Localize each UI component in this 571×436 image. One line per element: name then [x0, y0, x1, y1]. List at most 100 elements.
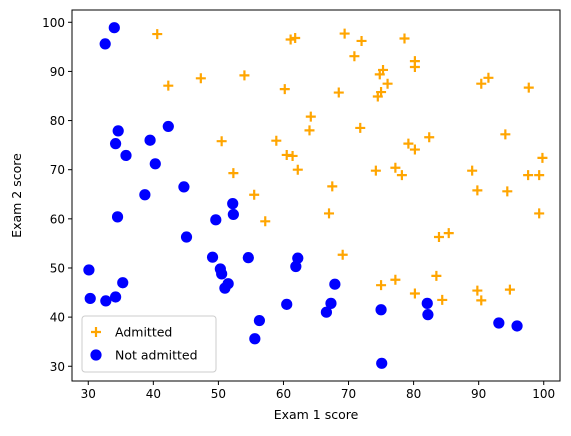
- admitted-point: [339, 28, 350, 39]
- x-tick-label: 40: [146, 387, 161, 401]
- not-admitted-point: [99, 38, 111, 50]
- not-admitted-point: [139, 189, 151, 201]
- series-not-admitted: [83, 22, 523, 369]
- legend-label: Not admitted: [115, 348, 198, 363]
- admitted-point: [390, 274, 401, 285]
- not-admitted-point: [206, 251, 219, 263]
- plot-marks: [83, 22, 548, 369]
- admitted-point: [349, 51, 360, 62]
- not-admitted-point: [422, 309, 434, 321]
- admitted-point: [409, 144, 420, 155]
- admitted-point: [467, 165, 478, 176]
- admitted-point: [287, 150, 298, 161]
- admitted-point: [249, 189, 260, 200]
- not-admitted-point: [84, 292, 96, 305]
- y-tick-label: 50: [50, 261, 65, 275]
- admitted-point: [399, 33, 410, 44]
- not-admitted-point: [376, 357, 388, 369]
- y-axis-label: Exam 2 score: [9, 153, 24, 238]
- not-admitted-point: [109, 138, 122, 150]
- admitted-point: [163, 80, 174, 91]
- legend-label: Admitted: [115, 325, 172, 340]
- y-tick-label: 30: [50, 360, 65, 374]
- not-admitted-point: [290, 260, 302, 273]
- admitted-point: [534, 208, 545, 219]
- x-tick-label: 90: [471, 387, 486, 401]
- admitted-point: [472, 185, 483, 196]
- admitted-point: [523, 82, 534, 93]
- admitted-point: [500, 129, 511, 140]
- not-admitted-point: [320, 306, 333, 318]
- x-tick-label: 60: [276, 387, 291, 401]
- not-admitted-point: [227, 198, 239, 210]
- not-admitted-point: [117, 277, 129, 289]
- not-admitted-point: [120, 149, 132, 162]
- admitted-point: [390, 162, 401, 173]
- not-admitted-point: [375, 304, 387, 316]
- admitted-point: [431, 270, 442, 281]
- y-tick-label: 70: [50, 163, 65, 177]
- y-tick-label: 100: [42, 16, 65, 30]
- y-axis-ticks: 30 40 50 60 70 80 90 100: [42, 16, 72, 374]
- admitted-point: [337, 249, 348, 260]
- not-admitted-point: [178, 181, 190, 193]
- admitted-point: [324, 208, 335, 219]
- admitted-point: [523, 170, 534, 181]
- not-admitted-point: [227, 208, 239, 221]
- admitted-point: [483, 72, 494, 83]
- not-admitted-point: [109, 291, 122, 303]
- admitted-point: [534, 170, 545, 181]
- not-admitted-point: [111, 211, 124, 223]
- admitted-point: [382, 78, 393, 89]
- x-tick-label: 50: [211, 387, 226, 401]
- not-admitted-point: [112, 125, 124, 137]
- admitted-point: [260, 216, 271, 227]
- admitted-point: [228, 168, 239, 179]
- admitted-point: [285, 34, 296, 45]
- admitted-point: [279, 84, 290, 95]
- admitted-point: [355, 122, 366, 133]
- admitted-point: [396, 170, 407, 181]
- admitted-point: [290, 33, 301, 44]
- not-admitted-point: [329, 278, 341, 290]
- admitted-point: [409, 62, 420, 73]
- legend: Admitted Not admitted: [81, 315, 217, 373]
- admitted-point: [370, 165, 381, 176]
- admitted-point: [239, 70, 250, 81]
- not-admitted-point: [281, 298, 293, 310]
- not-admitted-point: [162, 120, 174, 133]
- legend-admitted-icon: [91, 327, 101, 337]
- admitted-point: [409, 288, 420, 299]
- legend-not-admitted-icon: [90, 349, 102, 361]
- not-admitted-point: [180, 231, 193, 243]
- admitted-point: [443, 228, 454, 239]
- not-admitted-point: [210, 214, 222, 226]
- x-tick-label: 100: [532, 387, 555, 401]
- admitted-point: [537, 152, 548, 163]
- not-admitted-point: [108, 22, 120, 34]
- plot-frame: [71, 9, 561, 382]
- admitted-point: [437, 294, 448, 305]
- x-tick-label: 70: [341, 387, 356, 401]
- admitted-point: [216, 136, 227, 147]
- x-axis-label: Exam 1 score: [274, 407, 359, 422]
- y-tick-label: 90: [50, 65, 65, 79]
- x-tick-label: 80: [406, 387, 421, 401]
- y-tick-label: 60: [50, 212, 65, 226]
- series-admitted: [152, 28, 548, 306]
- admitted-point: [376, 280, 387, 291]
- not-admitted-point: [325, 297, 337, 309]
- not-admitted-point: [219, 282, 231, 294]
- admitted-point: [476, 295, 487, 306]
- y-tick-label: 80: [50, 114, 65, 128]
- admitted-point: [424, 132, 435, 143]
- admitted-point: [195, 73, 206, 84]
- admitted-point: [356, 35, 367, 46]
- admitted-point: [304, 125, 315, 136]
- not-admitted-point: [149, 158, 161, 170]
- not-admitted-point: [216, 268, 228, 280]
- not-admitted-point: [493, 317, 505, 329]
- admitted-point: [504, 284, 515, 295]
